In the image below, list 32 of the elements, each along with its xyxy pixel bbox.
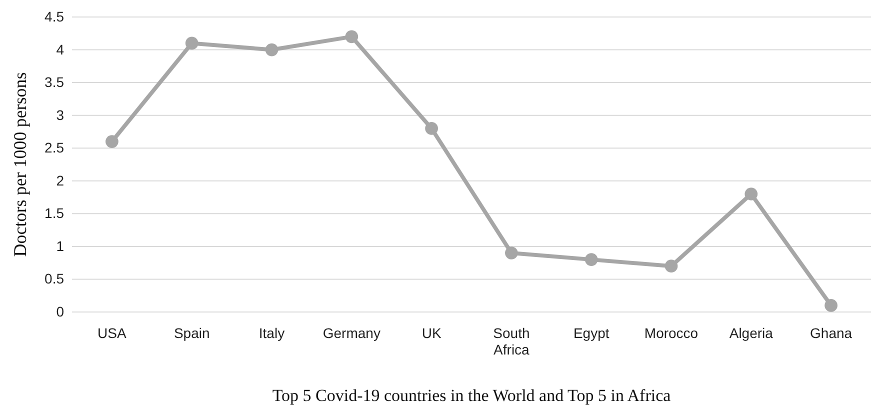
point — [425, 122, 438, 135]
y-tick-label: 2 — [56, 172, 64, 188]
point — [265, 43, 278, 56]
y-tick-label: 1 — [56, 238, 64, 254]
y-tick-label: 4 — [56, 41, 64, 58]
point — [106, 135, 118, 148]
point — [185, 36, 198, 50]
y-tick-label: 0.5 — [44, 270, 64, 287]
x-tick-label: USA — [98, 324, 127, 341]
x-tick-label: Germany — [322, 324, 380, 341]
y-tick-label: 3.5 — [44, 74, 64, 90]
x-tick-label: Spain — [174, 324, 210, 341]
point — [744, 188, 758, 200]
x-tick-label: Ghana — [810, 324, 852, 341]
y-tick-label: 0 — [56, 303, 64, 320]
x-tick-label: Egypt — [573, 324, 610, 341]
x-tick-label: South Africa — [493, 324, 530, 358]
point — [584, 253, 598, 266]
y-tick-label: 3 — [56, 106, 64, 123]
y-tick-label: 4.5 — [44, 8, 64, 24]
y-tick-label: 1.5 — [44, 205, 64, 222]
y-tick-label: 2.5 — [44, 140, 64, 156]
x-tick-label: UK — [422, 324, 442, 341]
x-tick-label: Morocco — [644, 324, 698, 341]
x-axis-title: Top 5 Covid-19 countries in the World and Top 5 in Africa — [272, 386, 672, 405]
y-axis-title: Doctors per 1000 persons — [10, 72, 30, 257]
point — [505, 246, 518, 260]
point — [345, 30, 358, 44]
x-tick-label: Italy — [258, 324, 285, 341]
x-tick-label: Algeria — [729, 324, 774, 341]
point — [824, 299, 838, 312]
point — [664, 260, 678, 273]
